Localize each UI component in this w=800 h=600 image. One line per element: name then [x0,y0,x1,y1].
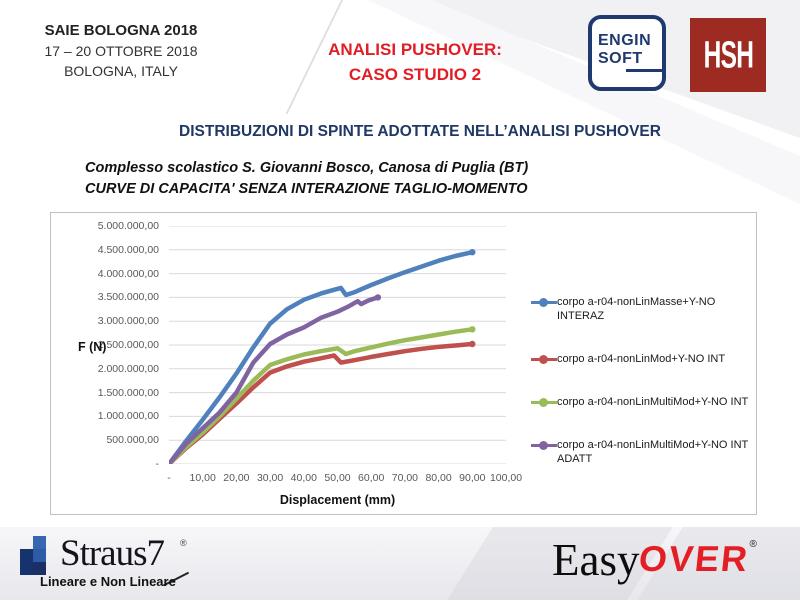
slide-title: ANALISI PUSHOVER: CASO STUDIO 2 [298,37,532,87]
straus7-logo-text: Straus7 [60,533,165,574]
legend-item: corpo a-r04-nonLinMasse+Y-NO INTERAZ [531,295,761,323]
x-tick-label: 60,00 [358,472,385,484]
event-location: BOLOGNA, ITALY [64,63,178,79]
y-axis-title: F (N) [78,340,107,354]
y-tick-label: 4.000.000,00 [97,267,159,280]
series-marker-3 [169,460,173,464]
straus7-logo: Straus7 ® Lineare e Non Lineare [14,530,244,594]
event-title: SAIE BOLOGNA 2018 [44,22,198,39]
legend-marker-icon [531,396,557,408]
enginsoft-logo: ENGIN SOFT [588,15,666,91]
y-tick-label: 500.000,00 [106,434,159,447]
straus7-square [33,536,46,549]
x-tick-label: 100,00 [489,472,523,484]
chart-subtitle-block: Complesso scolastico S. Giovanni Bosco, … [85,158,528,200]
plot-area [169,226,506,464]
enginsoft-line2: SOFT [598,50,643,67]
legend-item: corpo a-r04-nonLinMultiMod+Y-NO INT [531,395,761,409]
hsh-logo: HSH [690,18,766,92]
series-line-2 [169,327,475,464]
enginsoft-logo-underline [626,69,664,72]
x-tick-label: 50,00 [324,472,351,484]
y-tick-label: 3.500.000,00 [97,291,159,304]
slide-title-line2: CASO STUDIO 2 [348,65,482,84]
legend-item: corpo a-r04-nonLinMultiMod+Y-NO INT ADAT… [531,438,761,466]
y-tick-label: 2.000.000,00 [97,362,159,375]
legend-label: corpo a-r04-nonLinMod+Y-NO INT [557,353,726,365]
straus7-tagline: Lineare e Non Lineare [40,574,176,589]
x-tick-label: 90,00 [459,472,486,484]
legend-label: corpo a-r04-nonLinMultiMod+Y-NO INT ADAT… [557,439,749,465]
enginsoft-logo-text: ENGIN SOFT [598,32,651,68]
enginsoft-line1: ENGIN [598,32,652,49]
legend-label: corpo a-r04-nonLinMultiMod+Y-NO INT [557,396,749,408]
x-tick-label: 70,00 [391,472,419,484]
footer-band [0,527,800,600]
x-tick-label: 80,00 [425,472,452,484]
capacity-curves-chart: 5.000.000,00 4.500.000,00 4.000.000,00 3.50… [50,212,757,515]
legend-label: corpo a-r04-nonLinMasse+Y-NO INTERAZ [557,296,716,322]
easyover-logo: EasyOVER® [552,534,792,592]
event-dates: 17 – 20 OTTOBRE 2018 [44,43,198,59]
y-tick-label: 5.000.000,00 [97,220,159,232]
y-tick-label: 1.000.000,00 [97,410,159,423]
legend-marker-icon [531,439,557,451]
straus7-square [20,562,33,575]
y-tick-label: - [155,458,160,470]
easyover-easy-text: Easy [552,535,640,585]
x-tick-label: 10,00 [189,472,216,484]
y-tick-label: 4.500.000,00 [97,243,159,256]
legend-marker-icon [531,353,557,365]
easyover-registered-mark: ® [749,539,757,550]
event-info-block: SAIE BOLOGNA 2018 17 – 20 OTTOBRE 2018 B… [26,21,216,81]
straus7-registered-mark: ® [180,538,187,548]
subtitle-line2: CURVE DI CAPACITA' SENZA INTERAZIONE TAG… [85,181,528,197]
legend-item: corpo a-r04-nonLinMod+Y-NO INT [531,352,761,366]
easyover-over-text: OVER [637,538,752,579]
slide-title-line1: ANALISI PUSHOVER: [328,40,502,59]
x-tick-label: 30,00 [256,472,284,484]
x-tick-label: 20,00 [223,472,250,484]
series-marker-2 [469,326,476,333]
series-marker-1 [469,340,476,348]
legend-marker-icon [531,296,557,308]
hsh-logo-text: HSH [703,33,753,76]
straus7-square [20,549,33,562]
series-line-3 [169,295,381,464]
y-tick-label: 1.500.000,00 [97,386,159,399]
x-tick-label: - [167,472,171,484]
x-axis-title: Displacement (mm) [279,493,396,507]
section-heading: DISTRIBUZIONI DI SPINTE ADOTTATE NELL’AN… [179,123,661,140]
straus7-square [33,549,46,562]
x-tick-label: 40,00 [290,472,317,484]
series-marker-3 [374,294,382,301]
chart-legend: corpo a-r04-nonLinMasse+Y-NO INTERAZ corp… [531,295,761,495]
series-line-0 [169,249,475,464]
series-marker-0 [469,249,476,256]
straus7-square [33,562,46,575]
y-tick-label: 2.500.000,00 [97,339,159,351]
y-tick-label: 3.000.000,00 [97,315,159,328]
subtitle-line1: Complesso scolastico S. Giovanni Bosco, … [85,160,529,176]
